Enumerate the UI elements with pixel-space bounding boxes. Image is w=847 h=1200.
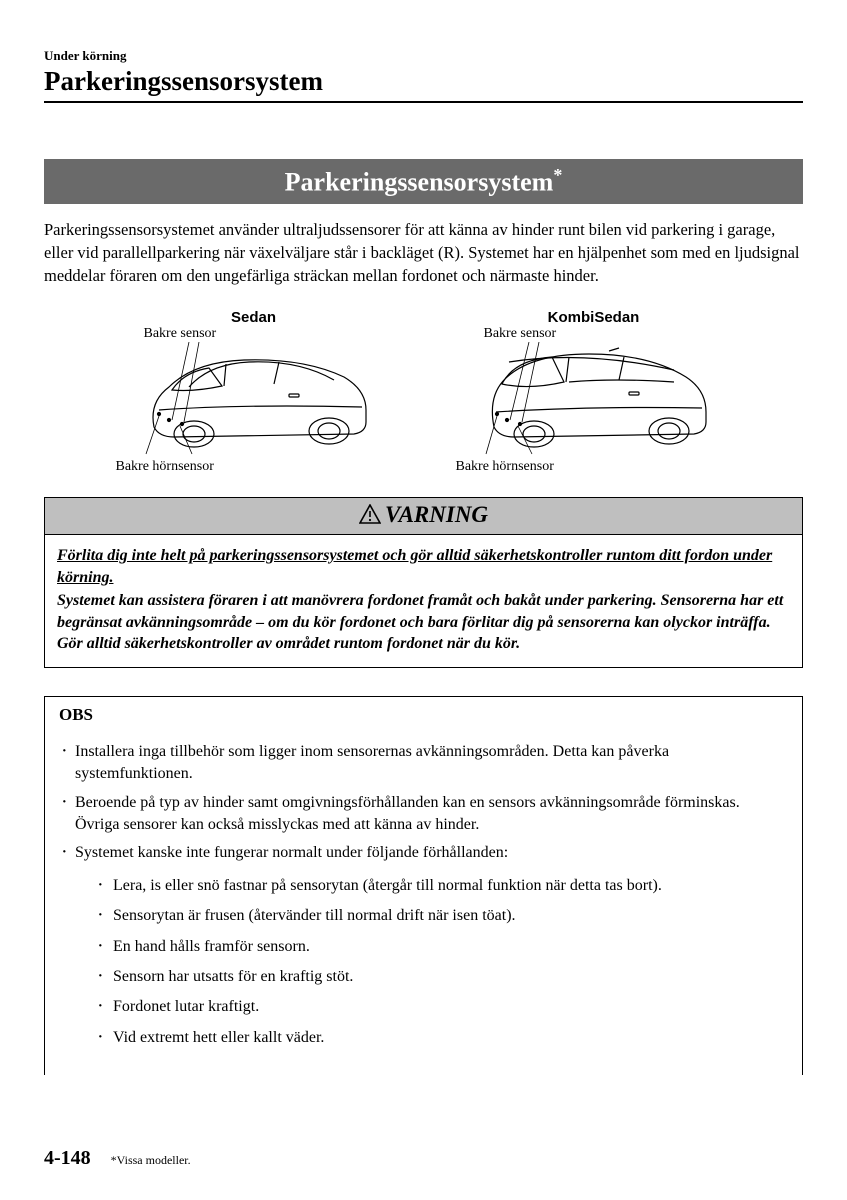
obs-title: OBS	[59, 705, 788, 725]
car-illustration-sedan	[134, 342, 374, 457]
warning-body-text: Systemet kan assistera föraren i att man…	[57, 592, 783, 652]
warning-header: VARNING	[45, 498, 802, 535]
obs-item: Installera inga tillbehör som ligger ino…	[59, 741, 788, 786]
diagram-row: Sedan Bakre sensor	[44, 309, 803, 475]
manual-page: Under körning Parkeringssensorsystem Par…	[0, 0, 847, 1115]
car-illustration-kombi	[474, 342, 714, 457]
warning-title: VARNING	[385, 502, 488, 527]
section-title: Parkeringssensorsystem	[44, 66, 803, 103]
diagram-title-kombi: KombiSedan	[454, 309, 734, 326]
label-rear-sensor-kombi: Bakre sensor	[484, 326, 734, 342]
page-footer: 4-148 *Vissa modeller.	[44, 1147, 191, 1170]
obs-box: OBS Installera inga tillbehör som ligger…	[44, 696, 803, 1075]
diagram-title-sedan: Sedan	[114, 309, 394, 326]
diagram-kombi: KombiSedan Bakre sensor	[454, 309, 734, 475]
label-corner-sensor-kombi: Bakre hörnsensor	[456, 459, 734, 475]
obs-subitem: Fordonet lutar kraftigt.	[97, 996, 788, 1018]
breadcrumb: Under körning	[44, 48, 803, 64]
obs-subitem: Lera, is eller snö fastnar på sensorytan…	[97, 875, 788, 897]
obs-item-text: Systemet kanske inte fungerar normalt un…	[75, 844, 508, 861]
obs-subitem: Vid extremt hett eller kallt väder.	[97, 1027, 788, 1049]
banner-marker: *	[553, 165, 562, 185]
label-corner-sensor-sedan: Bakre hörnsensor	[116, 459, 394, 475]
diagram-sedan: Sedan Bakre sensor	[114, 309, 394, 475]
obs-sublist: Lera, is eller snö fastnar på sensorytan…	[97, 875, 788, 1049]
warning-box: VARNING Förlita dig inte helt på parkeri…	[44, 497, 803, 668]
warning-body: Förlita dig inte helt på parkeringssenso…	[45, 535, 802, 667]
topic-banner: Parkeringssensorsystem*	[44, 159, 803, 204]
warning-underlined-text: Förlita dig inte helt på parkeringssenso…	[57, 545, 790, 588]
label-rear-sensor-sedan: Bakre sensor	[144, 326, 394, 342]
obs-list: Installera inga tillbehör som ligger ino…	[59, 741, 788, 1049]
intro-paragraph: Parkeringssensorsystemet använder ultral…	[44, 218, 803, 287]
obs-item: Beroende på typ av hinder samt omgivning…	[59, 792, 788, 837]
warning-triangle-icon	[359, 504, 381, 530]
obs-subitem: En hand hålls framför sensorn.	[97, 936, 788, 958]
banner-title: Parkeringssensorsystem	[285, 168, 554, 197]
page-number: 4-148	[44, 1147, 91, 1170]
obs-subitem: Sensorn har utsatts för en kraftig stöt.	[97, 966, 788, 988]
obs-subitem: Sensorytan är frusen (återvänder till no…	[97, 905, 788, 927]
footnote: *Vissa modeller.	[111, 1153, 191, 1168]
obs-item: Systemet kanske inte fungerar normalt un…	[59, 842, 788, 1049]
